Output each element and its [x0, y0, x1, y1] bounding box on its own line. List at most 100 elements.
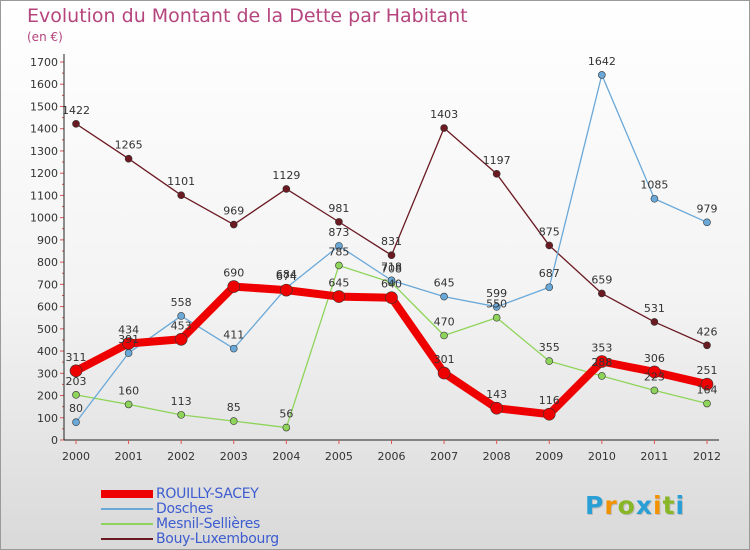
series-dosches	[72, 71, 711, 427]
data-label: 831	[381, 235, 402, 248]
x-tick-label: 2006	[378, 450, 406, 463]
data-point	[335, 218, 343, 226]
data-label: 718	[381, 260, 402, 273]
y-tick-label: 1600	[30, 78, 58, 91]
data-label: 981	[328, 202, 349, 215]
data-label: 80	[69, 402, 83, 415]
data-label: 116	[539, 394, 560, 407]
data-point	[177, 411, 185, 419]
legend-label: Bouy-Luxembourg	[156, 531, 279, 547]
legend-label: Dosches	[156, 501, 214, 517]
data-point	[72, 120, 80, 128]
data-label: 1265	[115, 139, 143, 152]
data-label: 687	[539, 267, 560, 280]
data-point	[124, 154, 133, 163]
x-tick-label: 2005	[325, 450, 353, 463]
data-point	[703, 341, 711, 350]
y-tick-label: 1100	[30, 189, 58, 202]
data-point	[385, 291, 398, 304]
data-label: 311	[66, 351, 87, 364]
legend-swatch	[101, 490, 153, 498]
chart-unit-label: (en €)	[27, 30, 63, 44]
data-label: 223	[644, 370, 665, 383]
data-point	[332, 290, 346, 303]
data-point	[229, 417, 238, 425]
data-point	[703, 399, 711, 408]
data-label: 659	[591, 273, 612, 286]
data-label: 1642	[588, 55, 616, 68]
y-tick-label: 700	[37, 278, 58, 291]
y-tick-label: 0	[51, 434, 58, 447]
y-tick-label: 900	[37, 234, 58, 247]
data-point	[440, 331, 448, 340]
data-label: 875	[539, 225, 560, 238]
data-label: 873	[328, 226, 349, 239]
y-tick-label: 1300	[30, 145, 58, 158]
y-tick-label: 1000	[30, 212, 58, 225]
data-point	[440, 124, 448, 132]
data-label: 1085	[640, 179, 668, 192]
data-label: 674	[276, 270, 297, 283]
y-tick-label: 100	[37, 412, 58, 425]
data-point	[282, 423, 291, 432]
data-point	[650, 386, 659, 395]
data-point	[492, 170, 501, 178]
data-point	[227, 280, 241, 293]
data-label: 203	[66, 375, 87, 388]
data-point	[280, 283, 293, 297]
y-tick-label: 1500	[30, 100, 58, 113]
data-point	[229, 344, 238, 353]
data-label: 288	[591, 356, 612, 369]
data-point	[545, 241, 554, 250]
data-label: 160	[118, 384, 139, 397]
data-label: 785	[328, 245, 349, 258]
x-tick-label: 2004	[272, 450, 300, 463]
data-point	[598, 71, 606, 79]
data-label: 684	[276, 268, 297, 281]
data-point	[492, 303, 501, 311]
y-tick-label: 1400	[30, 123, 58, 136]
data-label: 391	[118, 333, 139, 346]
data-point	[387, 251, 396, 260]
legend-swatch	[101, 523, 153, 525]
x-tick-label: 2008	[483, 450, 511, 463]
data-label: 550	[486, 298, 507, 311]
data-point	[542, 407, 556, 421]
data-label: 1129	[272, 169, 300, 182]
data-point	[177, 312, 185, 320]
data-point	[545, 283, 554, 292]
legend-label: ROUILLY-SACEY	[156, 486, 259, 502]
data-point	[282, 185, 291, 193]
data-point	[69, 364, 83, 378]
y-tick-label: 500	[37, 323, 58, 336]
x-tick-label: 2012	[693, 450, 721, 463]
data-label: 645	[328, 277, 349, 290]
data-point	[700, 377, 714, 391]
data-point	[335, 242, 343, 250]
data-point	[650, 194, 659, 203]
data-label: 306	[644, 352, 665, 365]
data-point	[595, 355, 609, 368]
y-tick-label: 800	[37, 256, 58, 269]
data-point	[545, 357, 554, 365]
data-label: 85	[227, 401, 241, 414]
data-label: 301	[434, 353, 455, 366]
data-point	[177, 191, 185, 199]
data-label: 434	[118, 323, 139, 336]
data-point	[703, 218, 711, 227]
x-tick-label: 2009	[535, 450, 563, 463]
series-group	[69, 71, 714, 432]
y-tick-label: 1200	[30, 167, 58, 180]
proxiti-logo: Proxiti	[585, 491, 686, 520]
data-label: 56	[279, 408, 293, 421]
data-point	[387, 276, 396, 285]
y-tick-label: 200	[37, 390, 58, 403]
data-label: 453	[171, 319, 192, 332]
x-tick-label: 2001	[115, 450, 143, 463]
x-tick-label: 2010	[588, 450, 616, 463]
data-point	[598, 289, 606, 298]
data-label: 113	[171, 395, 192, 408]
data-label: 708	[381, 263, 402, 276]
data-label: 1403	[430, 108, 458, 121]
